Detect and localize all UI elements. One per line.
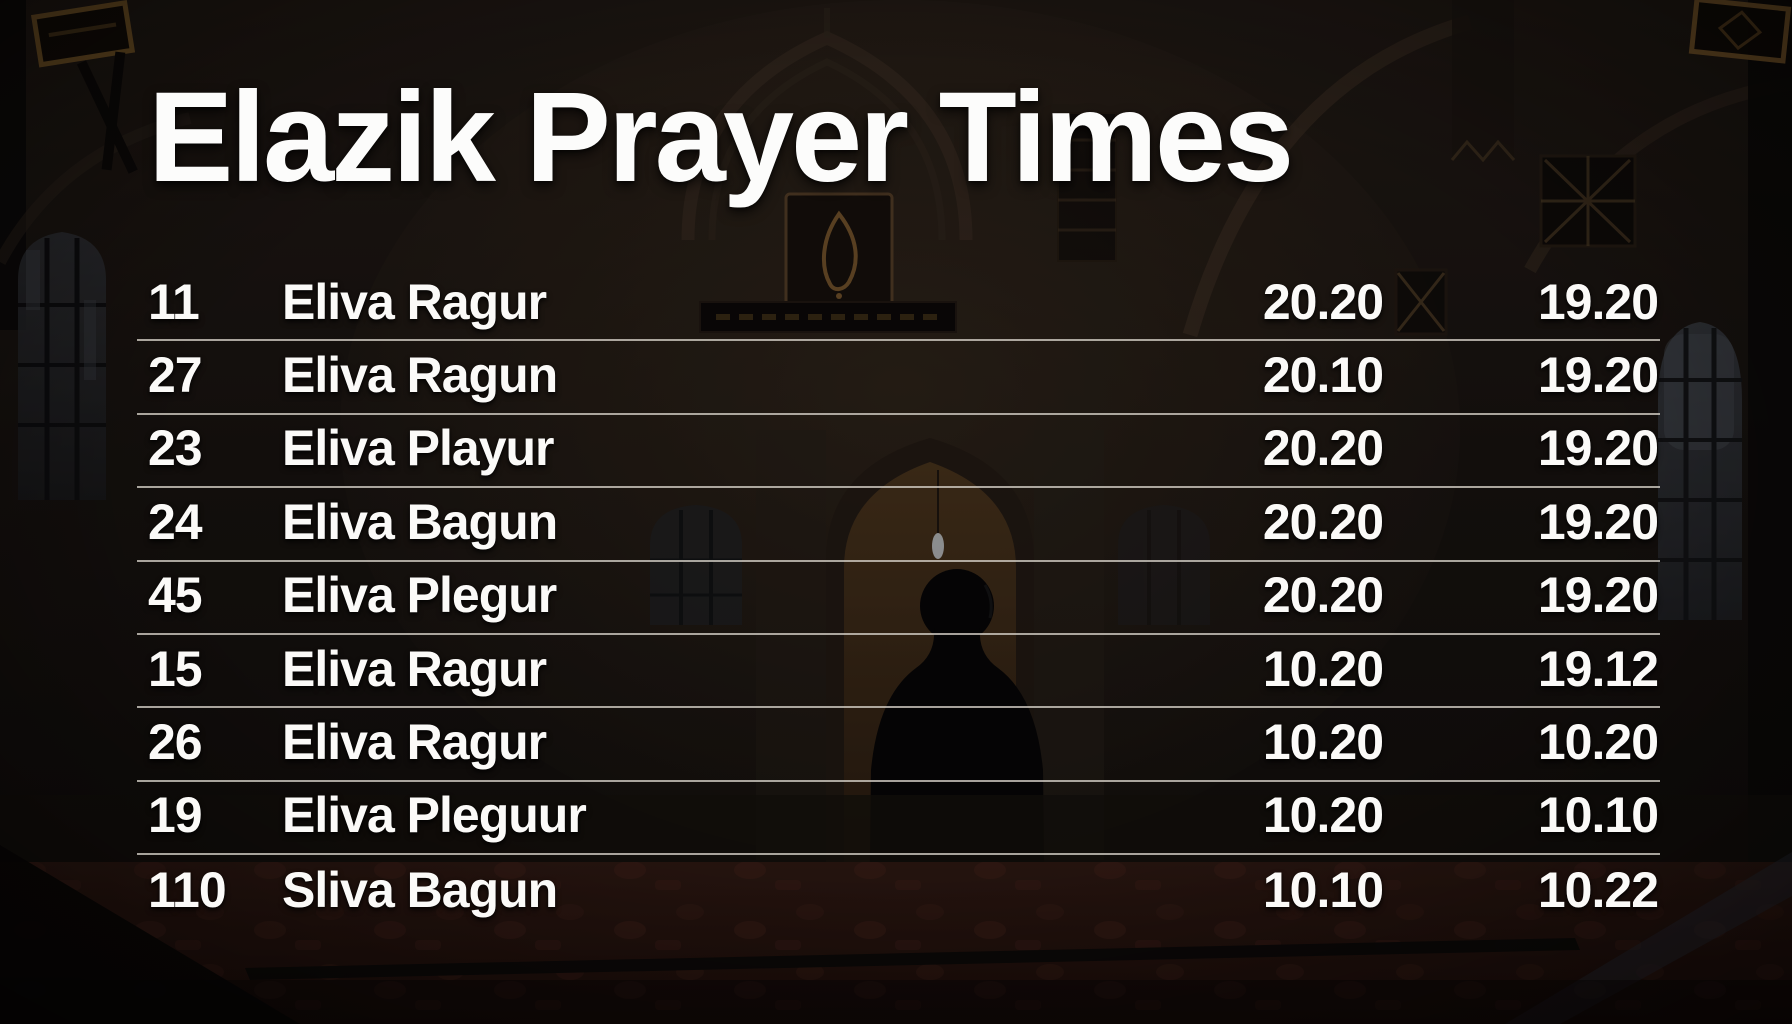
row-time-2: 19.20 [1537,347,1659,404]
row-time-1: 20.20 [1262,273,1384,330]
row-name: Eliva Ragur [282,714,547,771]
row-time-1: 10.20 [1262,640,1384,697]
row-time-1: 20.20 [1262,493,1384,550]
row-number: 15 [148,640,203,697]
row-number: 23 [148,420,203,477]
row-time-2: 19.20 [1537,273,1659,330]
row-time-1: 10.20 [1262,714,1384,771]
row-number: 27 [148,347,203,404]
row-number: 11 [148,273,200,330]
row-time-1: 10.10 [1262,861,1384,918]
row-time-1: 10.20 [1262,787,1384,844]
row-name: Eliva Ragun [282,347,558,404]
table-row: 27 Eliva Ragun 20.10 19.20 [137,341,1660,415]
table-row: 26 Eliva Ragur 10.20 10.20 [137,708,1660,782]
table-row: 23 Eliva Playur 20.20 19.20 [137,415,1660,489]
prayer-table: 11 Eliva Ragur 20.20 19.20 27 Eliva Ragu… [137,268,1660,929]
row-name: Eliva Ragur [282,640,547,697]
row-name: Eliva Ragur [282,273,547,330]
row-time-2: 10.10 [1537,787,1659,844]
row-name: Eliva Playur [282,420,554,477]
table-row: 45 Eliva Plegur 20.20 19.20 [137,562,1660,635]
row-time-2: 10.22 [1537,861,1659,918]
table-row: 15 Eliva Ragur 10.20 19.12 [137,635,1660,709]
row-time-2: 19.20 [1537,493,1659,550]
row-number: 26 [148,714,203,771]
table-row: 24 Eliva Bagun 20.20 19.20 [137,488,1660,562]
row-number: 110 [148,861,227,918]
row-time-2: 10.20 [1537,714,1659,771]
table-row: 19 Eliva Pleguur 10.20 10.10 [137,782,1660,856]
row-name: Eliva Pleguur [282,787,587,844]
row-number: 24 [148,493,203,550]
row-time-2: 19.20 [1537,420,1659,477]
row-name: Eliva Plegur [282,567,557,624]
row-number: 19 [148,787,203,844]
row-time-2: 19.12 [1537,640,1659,697]
page-title: Elazik Prayer Times [148,66,1294,209]
row-time-2: 19.20 [1537,567,1659,624]
table-row: 110 Sliva Bagun 10.10 10.22 [137,855,1660,928]
row-time-1: 20.20 [1262,567,1384,624]
table-row: 11 Eliva Ragur 20.20 19.20 [137,268,1660,342]
row-time-1: 20.10 [1262,347,1384,404]
row-number: 45 [148,567,203,624]
row-time-1: 20.20 [1262,420,1384,477]
row-name: Sliva Bagun [282,861,558,918]
row-name: Eliva Bagun [282,493,558,550]
